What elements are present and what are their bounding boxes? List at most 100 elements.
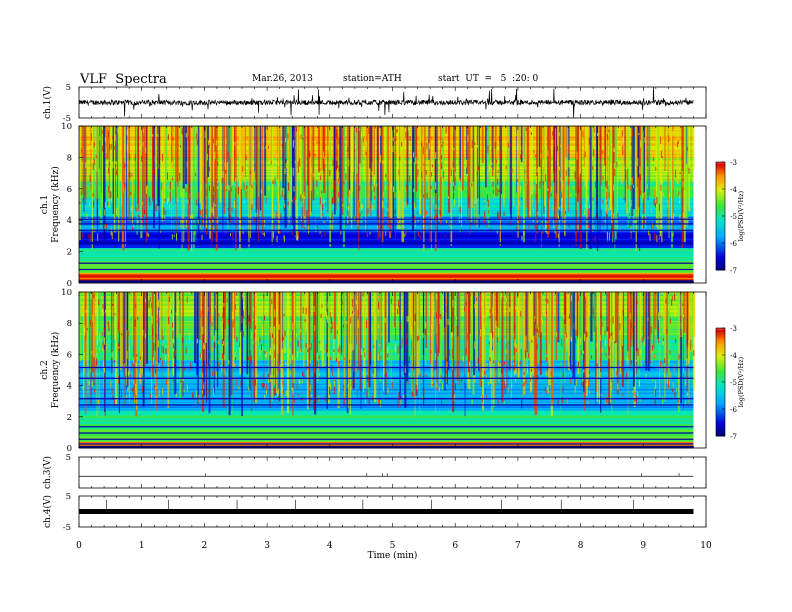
ch2-spectrogram-speckle xyxy=(252,318,254,321)
ch1-spectrogram-speckle xyxy=(348,189,350,195)
ch1-spectrogram-speckle xyxy=(173,234,175,237)
ch1-spectrogram-speckle xyxy=(586,126,588,132)
ch2-spectrogram-streak xyxy=(343,292,345,398)
ch2-spectrogram-speckle xyxy=(647,336,649,339)
ch1-spectrogram-speckle xyxy=(580,205,582,209)
ch1-spectrogram-speckle xyxy=(629,185,631,191)
ch1-spectrogram-speckle xyxy=(675,169,677,178)
ch2-spectrogram-streak xyxy=(216,292,219,387)
ch1-spectrogram-speckle xyxy=(107,201,109,206)
ch2-spectrogram-streak xyxy=(510,292,512,402)
ch2-spectrogram-streak xyxy=(500,292,503,338)
ch1-spectrogram-band xyxy=(79,145,694,148)
ch2-spectrogram-speckle xyxy=(165,305,167,309)
ch2-spectrogram-speckle xyxy=(687,344,689,349)
ch2-spectrogram-speckle xyxy=(363,371,365,376)
ch1-spectrogram-band xyxy=(79,199,694,201)
ch2-spectrogram-speckle xyxy=(461,378,463,383)
ch2-spectrogram-speckle xyxy=(279,364,281,369)
ch1-spectrogram-speckle xyxy=(332,160,334,166)
ch1-spectrogram-streak xyxy=(637,126,640,178)
ch2-spectrogram-colorbar-cell xyxy=(716,407,725,410)
ch1-spectrogram-band xyxy=(79,264,694,267)
ch1-spectrogram-speckle xyxy=(488,164,490,172)
ch2-spectrogram-speckle xyxy=(438,386,440,392)
ch2-spectrogram-colorbar-cell xyxy=(716,396,725,399)
ch2-spectrogram-colorbar-cell xyxy=(716,365,725,369)
ch2-spectrogram-speckle xyxy=(377,353,379,361)
ch1-spectrogram-speckle xyxy=(332,181,334,189)
ch1-spectrogram-speckle xyxy=(91,135,93,138)
ch1-spectrogram-speckle xyxy=(622,151,624,156)
ch2-spectrogram-streak xyxy=(213,292,215,394)
ch1-spectrogram-band xyxy=(79,280,694,283)
ch1-spectrogram-speckle xyxy=(179,145,181,148)
ch1-spectrogram-streak xyxy=(103,126,106,243)
ch2-spectrogram-streak xyxy=(585,292,588,396)
ch2-spectrogram-speckle xyxy=(129,374,131,378)
ch1-spectrogram-streak xyxy=(353,126,355,219)
ch1-spectrogram-speckle xyxy=(162,153,164,162)
ch2-spectrogram-speckle xyxy=(200,353,202,359)
ch2-spectrogram-speckle xyxy=(484,370,486,375)
ch2-spectrogram-streak xyxy=(144,292,146,367)
ch1-spectrogram-streak xyxy=(137,126,139,204)
ch1-spectrogram-speckle xyxy=(638,207,640,215)
ch2-spectrogram-speckle xyxy=(230,375,232,381)
ch2-spectrogram-streak xyxy=(495,292,498,327)
ch2-spectrogram-speckle xyxy=(213,368,215,375)
ch1-spectrogram-colorbar-cell xyxy=(716,205,725,208)
ch1-spectrogram-speckle xyxy=(441,179,443,182)
ch2-spectrogram-speckle xyxy=(273,369,275,376)
ch2-spectrogram-speckle xyxy=(451,312,453,317)
ch1-spectrogram-streak xyxy=(171,126,173,229)
ch2-spectrogram-speckle xyxy=(222,316,224,322)
ch1-spectrogram-speckle xyxy=(492,169,494,177)
ch2-spectrogram-streak xyxy=(227,292,229,413)
ch2-spectrogram-speckle xyxy=(680,329,682,337)
ch1-spectrogram-colorbar-cell xyxy=(716,266,725,269)
ch2-spectrogram-speckle xyxy=(485,395,487,401)
ch2-spectrogram-speckle xyxy=(617,383,619,390)
ch1-spectrogram-colorbar-tick-label: -3 xyxy=(730,159,737,167)
ch2-spectrogram-speckle xyxy=(300,329,302,333)
ch2-spectrogram-speckle xyxy=(397,345,399,354)
ch1-spectrogram-speckle xyxy=(382,160,384,164)
ch2-spectrogram-speckle xyxy=(471,297,473,301)
ch1-spectrogram-speckle xyxy=(492,181,494,187)
ch2-spectrogram-band xyxy=(79,440,694,442)
ch1-spectrogram-ytick-label: 4 xyxy=(67,216,72,226)
ch2-spectrogram-band xyxy=(79,429,694,432)
ch2-spectrogram-speckle xyxy=(151,327,153,336)
ch1-spectrogram-streak xyxy=(145,126,147,227)
ch1-spectrogram-speckle xyxy=(616,161,618,167)
ch1-spectrogram-speckle xyxy=(610,126,612,132)
ch2-spectrogram-streak xyxy=(595,292,598,392)
ch2-spectrogram-speckle xyxy=(568,356,570,363)
ch1-spectrogram-speckle xyxy=(459,206,461,214)
ch1-spectrogram-band xyxy=(79,177,694,179)
ch1-spectrogram-speckle xyxy=(110,191,112,198)
ch2-spectrogram-speckle xyxy=(261,328,263,337)
ch2-spectrogram-speckle xyxy=(515,367,517,374)
ch4-waveform-ytick-label: 5 xyxy=(66,492,71,502)
ch1-spectrogram-streak xyxy=(355,126,358,174)
ch2-spectrogram-speckle xyxy=(584,295,586,301)
ch2-spectrogram-speckle xyxy=(424,328,426,335)
ch1-spectrogram-streak xyxy=(321,126,323,171)
ch2-spectrogram-speckle xyxy=(158,299,160,308)
ch1-spectrogram-speckle xyxy=(659,230,661,237)
ch1-spectrogram-streak xyxy=(373,126,375,211)
ch1-spectrogram-speckle xyxy=(371,171,373,176)
xtick-label: 4 xyxy=(327,541,333,551)
ch1-spectrogram-speckle xyxy=(91,156,93,162)
ch2-spectrogram-colorbar-cell xyxy=(716,374,725,378)
ch2-spectrogram-speckle xyxy=(654,397,656,406)
ch2-spectrogram-speckle xyxy=(366,315,368,319)
ch1-spectrogram-speckle xyxy=(348,197,350,204)
ch2-spectrogram-streak xyxy=(575,292,577,336)
ch2-spectrogram-colorbar-cell xyxy=(716,434,725,437)
ch2-spectrogram-speckle xyxy=(425,360,427,365)
ch1-spectrogram-speckle xyxy=(566,159,568,168)
ch2-spectrogram-speckle xyxy=(289,347,291,356)
